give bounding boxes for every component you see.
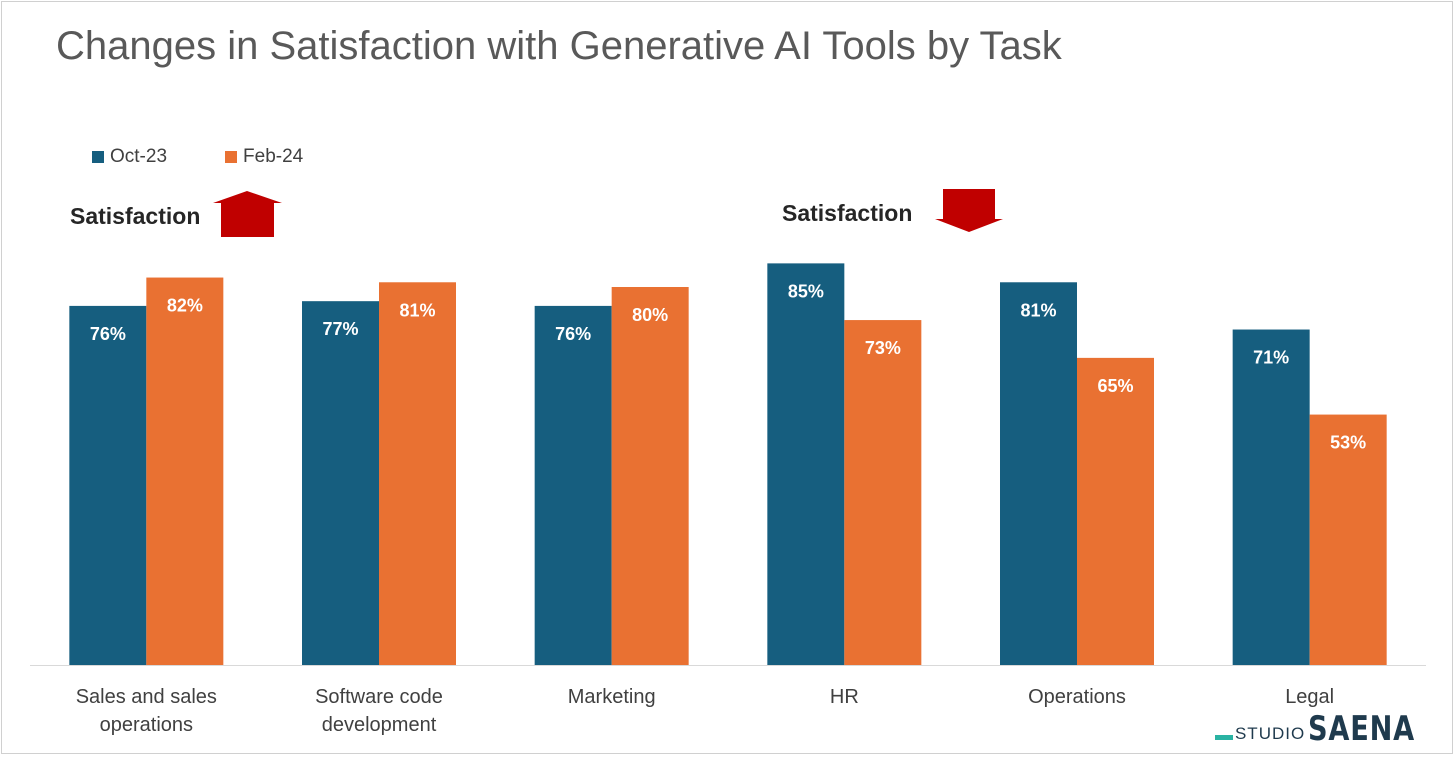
x-tick-label-4-0: Operations [1028, 686, 1126, 708]
annotation-satisfaction-down: Satisfaction [782, 200, 913, 226]
studio-saena-logo: STUDIO SAENA [1214, 709, 1442, 749]
x-tick-label-0-1: operations [100, 714, 193, 736]
x-tick-label-2-0: Marketing [568, 686, 656, 708]
legend-swatch-oct-23 [92, 151, 104, 163]
data-label-oct-23-2: 76% [555, 324, 591, 344]
x-tick-label-3-0: HR [830, 686, 859, 708]
data-label-oct-23-1: 77% [322, 319, 358, 339]
logo-text-studio: STUDIO [1234, 724, 1306, 743]
data-label-feb-24-2: 80% [632, 305, 668, 325]
bar-oct-23-1 [302, 301, 379, 665]
annotation-satisfaction-up: Satisfaction [70, 203, 201, 229]
arrow-down-icon [935, 189, 1003, 232]
bar-oct-23-2 [534, 305, 612, 665]
bar-feb-24-4 [1077, 357, 1154, 665]
data-label-feb-24-0: 82% [167, 296, 203, 316]
data-label-feb-24-1: 81% [399, 300, 435, 320]
x-tick-label-0-0: Sales and sales [76, 686, 217, 708]
data-label-oct-23-3: 85% [788, 281, 824, 301]
logo-accent-mark [1214, 735, 1233, 740]
legend-label-feb-24: Feb-24 [243, 146, 304, 167]
legend-label-oct-23: Oct-23 [110, 146, 168, 167]
bar-feb-24-0 [146, 277, 224, 665]
data-label-feb-24-3: 73% [865, 338, 901, 358]
chart-legend: Oct-23 Feb-24 [92, 146, 361, 168]
arrow-up-icon [213, 191, 282, 237]
bar-feb-24-1 [379, 282, 456, 665]
x-tick-label-1-1: development [322, 714, 437, 736]
data-label-oct-23-4: 81% [1020, 300, 1056, 320]
x-tick-label-5-0: Legal [1285, 686, 1334, 708]
bar-oct-23-5 [1232, 329, 1310, 665]
data-label-feb-24-4: 65% [1097, 376, 1133, 396]
chart-title: Changes in Satisfaction with Generative … [56, 24, 1062, 68]
logo-text-saena: SAENA [1308, 709, 1416, 749]
data-label-feb-24-5: 53% [1330, 433, 1366, 453]
legend-item-feb-24: Feb-24 [225, 146, 303, 168]
bar-oct-23-4 [1000, 282, 1077, 665]
data-label-oct-23-0: 76% [90, 324, 126, 344]
legend-item-oct-23: Oct-23 [92, 146, 167, 168]
bar-oct-23-3 [767, 263, 845, 665]
legend-swatch-feb-24 [225, 151, 238, 163]
bar-feb-24-5 [1309, 414, 1387, 665]
x-tick-label-1-0: Software code [315, 686, 443, 708]
bar-oct-23-0 [69, 305, 147, 665]
bar-feb-24-3 [844, 320, 922, 665]
data-label-oct-23-5: 71% [1253, 348, 1289, 368]
bar-feb-24-2 [611, 287, 689, 665]
